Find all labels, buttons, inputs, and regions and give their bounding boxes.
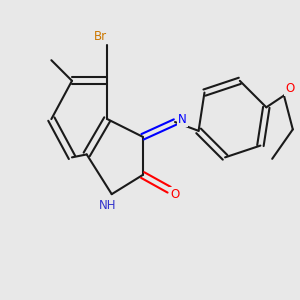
- Text: O: O: [285, 82, 295, 95]
- Text: Br: Br: [93, 30, 106, 43]
- Text: NH: NH: [99, 200, 116, 212]
- Text: N: N: [178, 112, 187, 126]
- Text: O: O: [170, 188, 180, 201]
